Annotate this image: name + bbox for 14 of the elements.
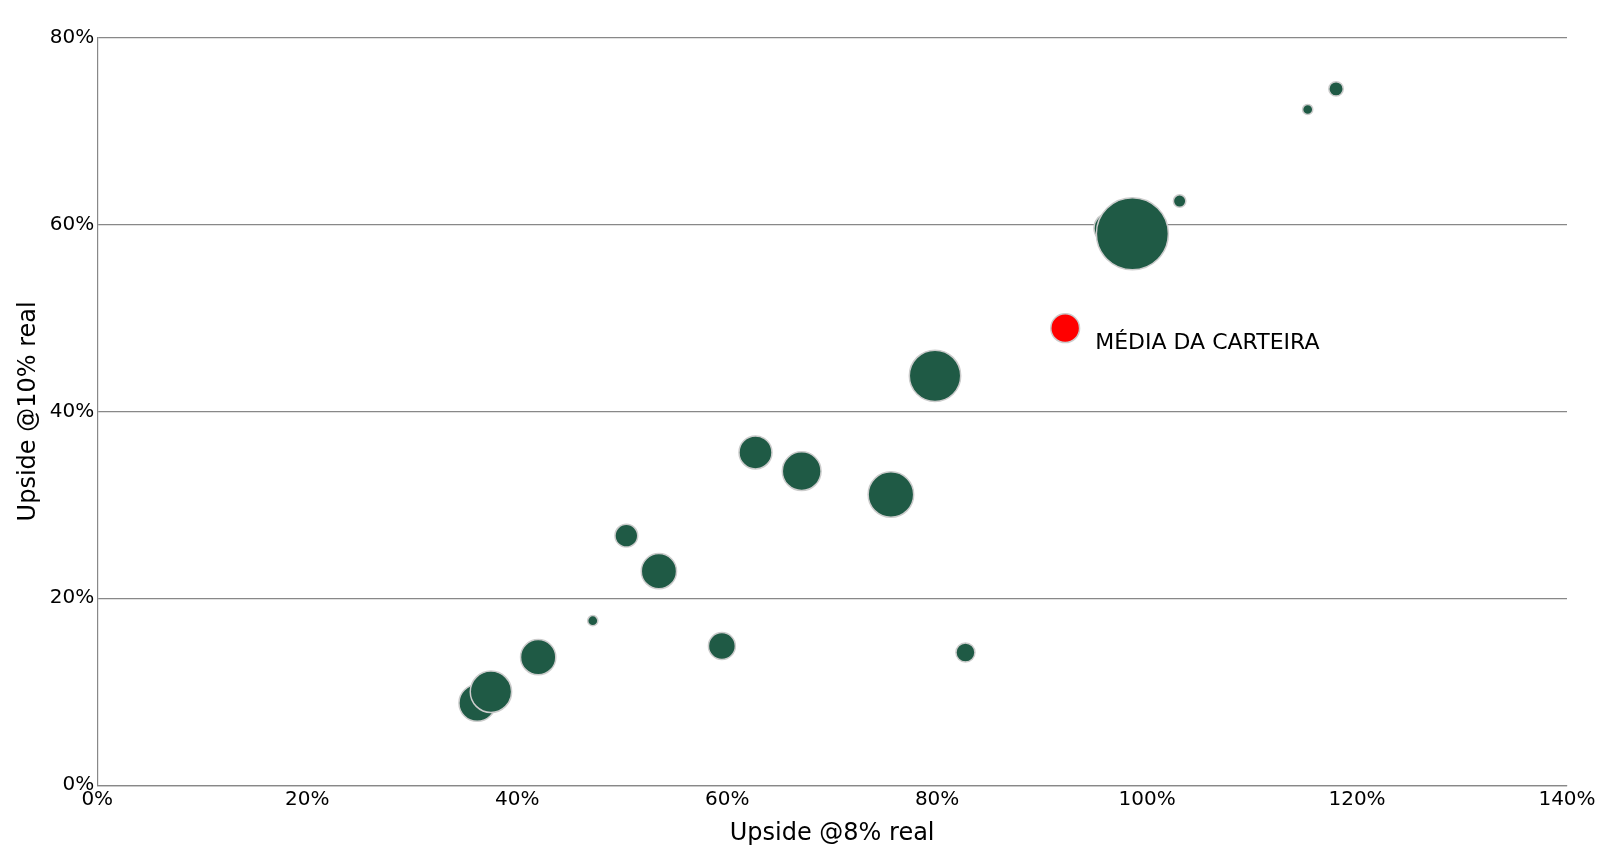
y-tick-label: 40%	[49, 397, 95, 422]
x-tick-label: 140%	[1538, 786, 1596, 811]
y-tick-label: 80%	[49, 23, 95, 48]
x-tick-label: 20%	[284, 786, 330, 811]
x-axis-title: Upside @8% real	[729, 817, 935, 846]
y-axis-title: Upside @10% real	[12, 301, 41, 522]
y-tick-label: 60%	[49, 210, 95, 235]
y-tick-label: 20%	[49, 584, 95, 609]
x-tick-label: 80%	[914, 786, 960, 811]
x-tick-label: 120%	[1328, 786, 1386, 811]
x-tick-label: 100%	[1118, 786, 1176, 811]
annotation: MÉDIA DA CARTEIRA	[1095, 328, 1320, 354]
x-tick-label: 60%	[704, 786, 750, 811]
x-tick-label: 40%	[494, 786, 540, 811]
